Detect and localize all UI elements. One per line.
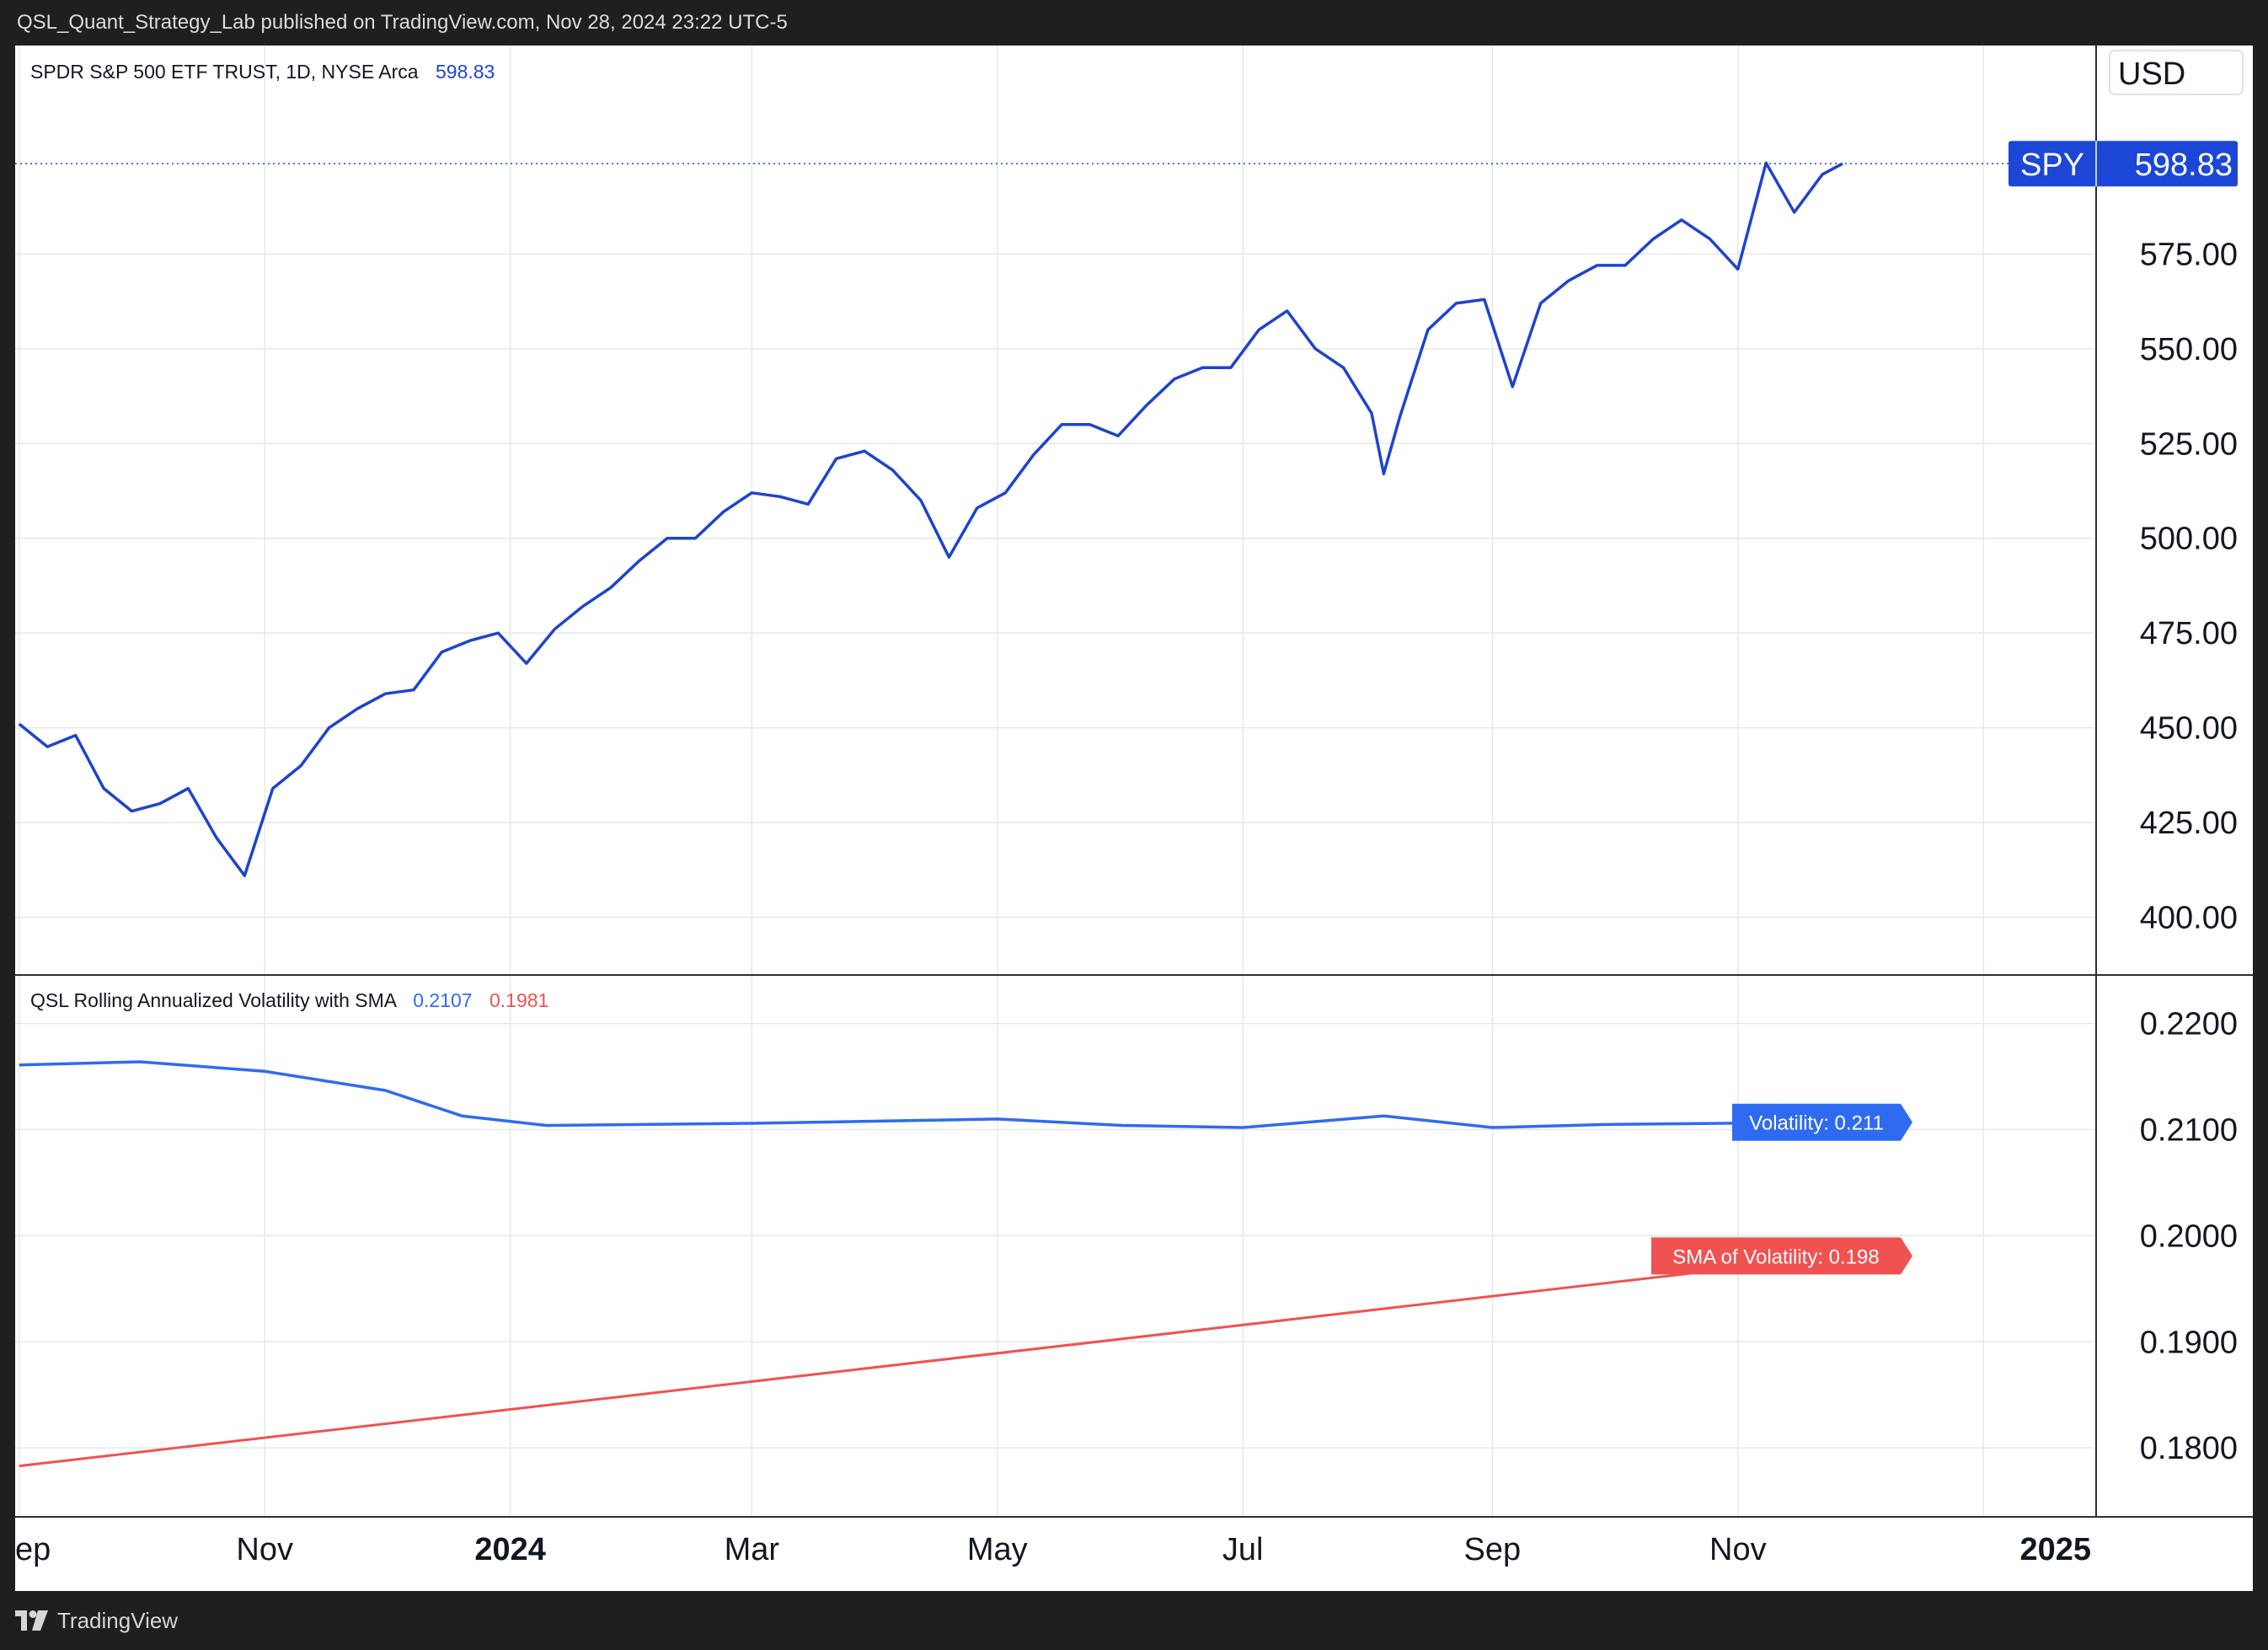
- x-axis-tick-label: ep: [15, 1532, 51, 1567]
- tradingview-logo-icon: [15, 1610, 48, 1631]
- price-axis-tick-label: 400.00: [2140, 901, 2238, 936]
- x-axis-tick-label: Nov: [1709, 1532, 1767, 1567]
- price-axis-tick-label: 550.00: [2140, 332, 2238, 367]
- last-price-label: 598.83: [2135, 147, 2233, 183]
- published-text: QSL_Quant_Strategy_Lab published on Trad…: [17, 11, 788, 34]
- price-axis-background: [2096, 46, 2253, 1591]
- x-axis-tick-label: May: [967, 1532, 1028, 1567]
- footer-bar: TradingView: [0, 1591, 2268, 1650]
- sma-value-tag-text: SMA of Volatility: 0.198: [1672, 1246, 1879, 1268]
- currency-label: USD: [2109, 50, 2244, 95]
- currency-box: [2109, 50, 2244, 95]
- volatility-value-tag: Volatility: 0.211: [1732, 1103, 1912, 1141]
- chart-background: [15, 46, 2253, 1591]
- volatility-legend-value: 0.2107: [413, 989, 473, 1011]
- sma-value-tag: SMA of Volatility: 0.198: [1651, 1237, 1912, 1275]
- tradingview-brand[interactable]: TradingView: [15, 1608, 178, 1633]
- currency-text: USD: [2118, 56, 2185, 92]
- main-legend: SPDR S&P 500 ETF TRUST, 1D, NYSE Arca 59…: [30, 61, 495, 83]
- sma-value-tag-bg: [1651, 1237, 1912, 1275]
- volatility-legend: QSL Rolling Annualized Volatility with S…: [30, 989, 548, 1012]
- published-header: QSL_Quant_Strategy_Lab published on Trad…: [0, 0, 2268, 46]
- volatility-legend-title: QSL Rolling Annualized Volatility with S…: [30, 989, 396, 1011]
- volatility-axis-tick-label: 0.2000: [2140, 1219, 2238, 1254]
- chart-canvas[interactable]: ep Nov 2024 Mar May Jul Sep Nov 2025 400.00 425.00…: [15, 46, 2253, 1591]
- volatility-axis-tick-label: 0.2100: [2140, 1113, 2238, 1149]
- chart-frame[interactable]: ep Nov 2024 Mar May Jul Sep Nov 2025 400.00 425.00…: [15, 46, 2253, 1591]
- price-axis-tick-label: 525.00: [2140, 426, 2238, 462]
- last-price-tag: SPY 598.83: [2009, 141, 2238, 187]
- price-axis-tick-label: 500.00: [2140, 522, 2238, 557]
- x-axis-tick-label: 2025: [2019, 1532, 2091, 1567]
- symbol-label: SPY: [2020, 147, 2084, 183]
- price-axis-tick-label: 575.00: [2140, 237, 2238, 272]
- volatility-value-tag-text: Volatility: 0.211: [1749, 1112, 1884, 1135]
- brand-text: TradingView: [57, 1607, 179, 1633]
- volatility-axis-tick-label: 0.1800: [2140, 1431, 2238, 1466]
- volatility-axis-tick-label: 0.1900: [2140, 1325, 2238, 1360]
- sma-legend-value: 0.1981: [489, 989, 549, 1011]
- price-series-line: [18, 161, 1843, 877]
- price-axis-tick-label: 450.00: [2140, 711, 2238, 747]
- volatility-series-line: [19, 1060, 1843, 1129]
- x-axis-tick-label: Sep: [1464, 1532, 1522, 1567]
- price-axis-tick-label: 425.00: [2140, 806, 2238, 841]
- x-axis-tick-label: Jul: [1222, 1532, 1264, 1567]
- sma-series-line: [19, 1254, 1843, 1468]
- main-legend-title: SPDR S&P 500 ETF TRUST, 1D, NYSE Arca: [30, 61, 419, 83]
- price-axis-tick-label: 475.00: [2140, 616, 2238, 651]
- last-price-tag-bg: [2009, 141, 2238, 187]
- main-legend-value: 598.83: [435, 61, 495, 83]
- volatility-axis-tick-label: 0.2200: [2140, 1007, 2238, 1042]
- x-axis-tick-label: 2024: [474, 1532, 546, 1567]
- x-axis-tick-label: Mar: [725, 1532, 780, 1567]
- volatility-value-tag-bg: [1732, 1103, 1912, 1141]
- x-axis-tick-label: Nov: [236, 1532, 293, 1567]
